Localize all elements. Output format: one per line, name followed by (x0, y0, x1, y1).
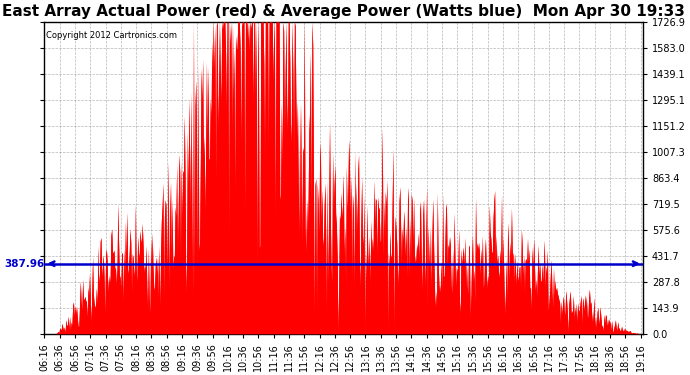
Title: East Array Actual Power (red) & Average Power (Watts blue)  Mon Apr 30 19:33: East Array Actual Power (red) & Average … (2, 4, 685, 19)
Text: Copyright 2012 Cartronics.com: Copyright 2012 Cartronics.com (46, 31, 177, 40)
Text: 387.96: 387.96 (4, 259, 44, 269)
